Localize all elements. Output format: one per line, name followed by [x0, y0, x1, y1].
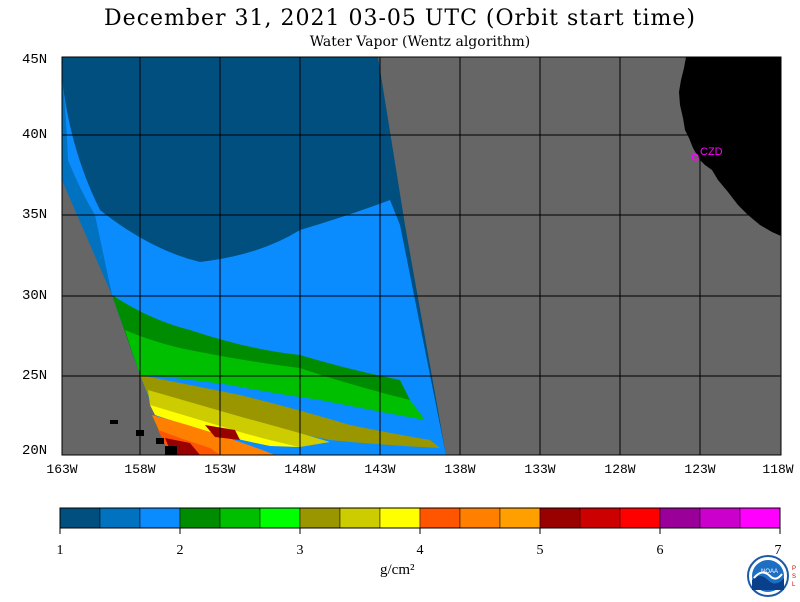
svg-text:NOAA: NOAA [761, 569, 778, 575]
colorbar-units: g/cm² [380, 562, 415, 578]
colorbar-swatch [459, 507, 501, 529]
colorbar-tick-label: 5 [536, 543, 544, 558]
lon-label: 153W [204, 462, 236, 477]
colorbar-tick-label: 7 [774, 543, 782, 558]
lat-label: 30N [22, 288, 48, 304]
colorbar-swatch [99, 507, 141, 529]
colorbar-swatch [499, 507, 541, 529]
colorbar-swatch [699, 507, 741, 529]
lat-label: 20N [22, 443, 48, 459]
colorbar-swatch [299, 507, 341, 529]
swath [62, 57, 446, 455]
colorbar-swatch [539, 507, 581, 529]
page-title: December 31, 2021 03-05 UTC (Orbit start… [104, 6, 696, 31]
station-label: CZD [700, 146, 723, 158]
lon-label: 123W [684, 462, 716, 477]
colorbar-tick-label: 2 [176, 543, 184, 558]
lat-label: 25N [22, 368, 48, 384]
noaa-logo-icon: NOAA P S L [746, 554, 798, 602]
lat-label: 45N [22, 52, 48, 68]
page-subtitle: Water Vapor (Wentz algorithm) [309, 34, 531, 50]
colorbar-swatch [139, 507, 181, 529]
colorbar-tick-label: 4 [416, 543, 424, 558]
colorbar-swatch [179, 507, 221, 529]
lat-label: 40N [22, 127, 48, 143]
lon-label: 158W [124, 462, 156, 477]
lon-label: 163W [46, 462, 78, 477]
lon-label: 118W [762, 462, 794, 477]
lat-label: 35N [22, 207, 48, 223]
colorbar-swatch [339, 507, 381, 529]
lon-label: 148W [284, 462, 316, 477]
colorbar-swatch [219, 507, 261, 529]
colorbar-swatch [419, 507, 461, 529]
colorbar-swatch [259, 507, 301, 529]
colorbar [59, 507, 781, 534]
station-czd-marker: CZD [691, 146, 723, 161]
lon-label: 133W [524, 462, 556, 477]
colorbar-swatch [59, 507, 101, 529]
lon-label: 138W [444, 462, 476, 477]
colorbar-swatch [739, 507, 781, 529]
colorbar-swatch [659, 507, 701, 529]
colorbar-swatch [619, 507, 661, 529]
colorbar-swatch [379, 507, 421, 529]
lon-label: 128W [604, 462, 636, 477]
colorbar-tick-label: 3 [296, 543, 304, 558]
colorbar-tick-label: 6 [656, 543, 664, 558]
map-frame [61, 56, 782, 456]
land-mass [679, 57, 781, 236]
lat-lon-grid [62, 57, 781, 455]
svg-text:L: L [792, 582, 796, 588]
colorbar-swatch [579, 507, 621, 529]
svg-text:S: S [792, 574, 796, 580]
lon-label: 143W [364, 462, 396, 477]
svg-text:P: P [792, 566, 796, 572]
colorbar-tick-label: 1 [56, 543, 64, 558]
